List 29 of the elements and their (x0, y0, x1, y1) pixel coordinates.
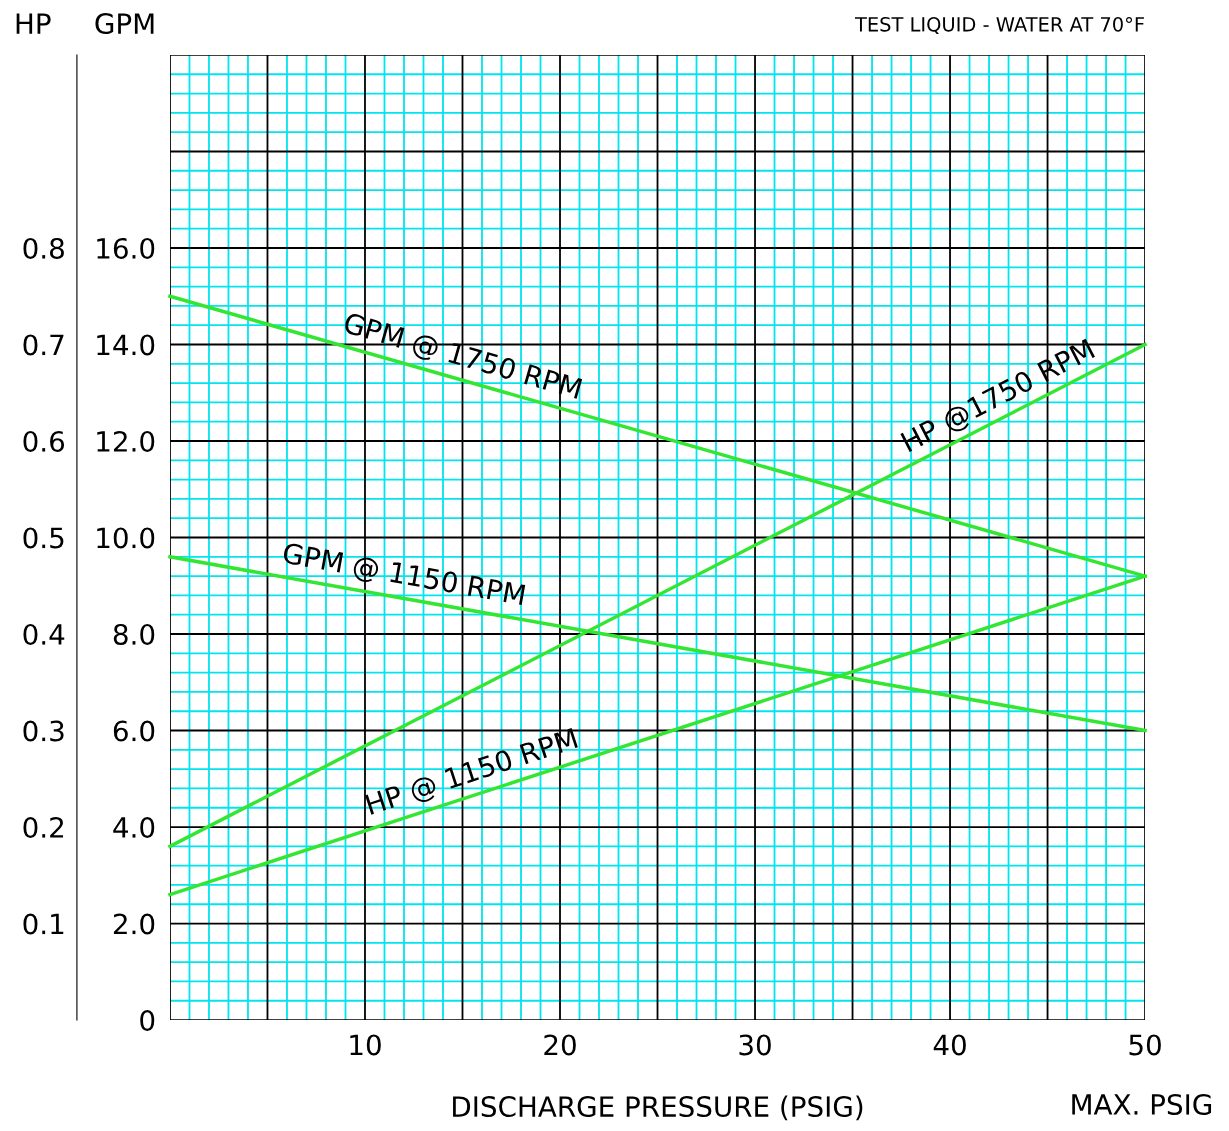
x-tick-label: 40 (933, 1034, 966, 1056)
text: TEST LIQUID - WATER AT 70°F (854, 16, 1144, 34)
y2-tick-label: 0.8 (23, 237, 64, 259)
x-axis-title: DISCHARGE PRESSURE (PSIG) (453, 1095, 863, 1121)
x-tick-label: 10 (350, 1034, 381, 1056)
y2-tick-label: 0.4 (23, 623, 65, 645)
text: GPM @ 1150 RPM (281, 542, 526, 610)
text: HP @ 1150 RPM (365, 727, 580, 820)
text: MAX. PSIG (1072, 1093, 1212, 1115)
y2-tick-label: 0.7 (23, 334, 64, 356)
y2-tick-label: 0.6 (23, 430, 65, 452)
y2-tick-label: 0.3 (23, 720, 64, 742)
y-tick-label: 16.0 (97, 237, 155, 259)
x-tick-label: 20 (544, 1034, 576, 1056)
y2-tick-label: 0.5 (23, 527, 64, 549)
y-tick-label: 10.0 (97, 527, 155, 549)
y-tick-label: 0 (140, 1009, 155, 1031)
y-axis-title: GPM (95, 13, 154, 35)
x-tick-label: 30 (739, 1034, 771, 1056)
y-tick-label: 2.0 (113, 913, 155, 935)
y-tick-label: 14.0 (97, 334, 155, 356)
y2-axis-title: HP (16, 13, 51, 34)
y2-tick-label: 0.1 (23, 913, 64, 935)
x-tick-label: 50 (1129, 1034, 1161, 1056)
y2-tick-label: 0.2 (23, 816, 64, 838)
y-tick-label: 6.0 (113, 720, 155, 742)
y-tick-label: 4.0 (113, 816, 155, 838)
y-tick-label: 12.0 (97, 430, 155, 452)
y-tick-label: 8.0 (113, 623, 155, 645)
